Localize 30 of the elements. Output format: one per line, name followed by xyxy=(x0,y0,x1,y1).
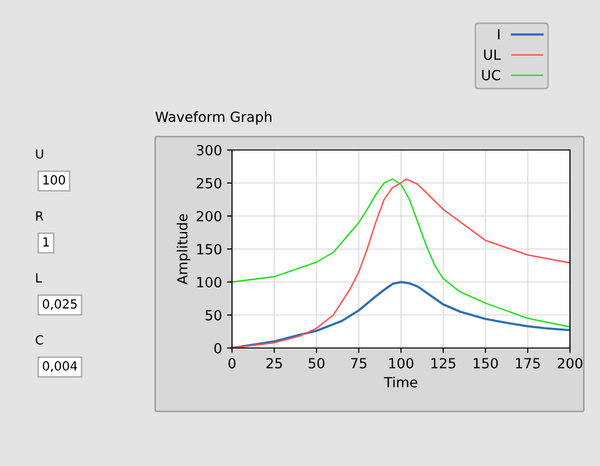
x-tick-label: 200 xyxy=(558,358,582,368)
y-tick-label: 300 xyxy=(196,144,222,156)
y-tick-label: 150 xyxy=(197,244,222,254)
y-tick-label: 0 xyxy=(214,342,222,354)
x-tick-label: 0 xyxy=(228,358,236,368)
text: U xyxy=(36,149,44,159)
x-tick-label: 25 xyxy=(266,358,282,368)
y-axis-title: Amplitude xyxy=(176,214,190,284)
y-tick-label: 200 xyxy=(196,210,222,222)
x-tick-label: 150 xyxy=(474,358,498,368)
legend-label: UC xyxy=(482,70,500,80)
chart-title: Waveform Graph xyxy=(155,111,272,125)
x-tick-label: 125 xyxy=(432,358,456,368)
text: 100 xyxy=(43,175,66,185)
legend-label: UL xyxy=(484,50,501,60)
text: R xyxy=(36,211,44,220)
text: 0,025 xyxy=(42,299,77,310)
x-axis-title: Time xyxy=(384,376,418,388)
text: C xyxy=(36,335,44,345)
text: 1 xyxy=(43,237,49,246)
x-tick-label: 75 xyxy=(351,358,366,368)
text: 0,004 xyxy=(42,361,78,372)
y-tick-label: 100 xyxy=(197,276,222,288)
x-tick-label: 175 xyxy=(516,358,540,368)
x-tick-label: 50 xyxy=(308,358,324,368)
text: L xyxy=(36,273,42,282)
y-tick-label: 50 xyxy=(206,310,222,320)
x-tick-label: 100 xyxy=(389,358,414,368)
y-tick-label: 250 xyxy=(196,178,222,188)
legend-label: I xyxy=(498,29,500,40)
